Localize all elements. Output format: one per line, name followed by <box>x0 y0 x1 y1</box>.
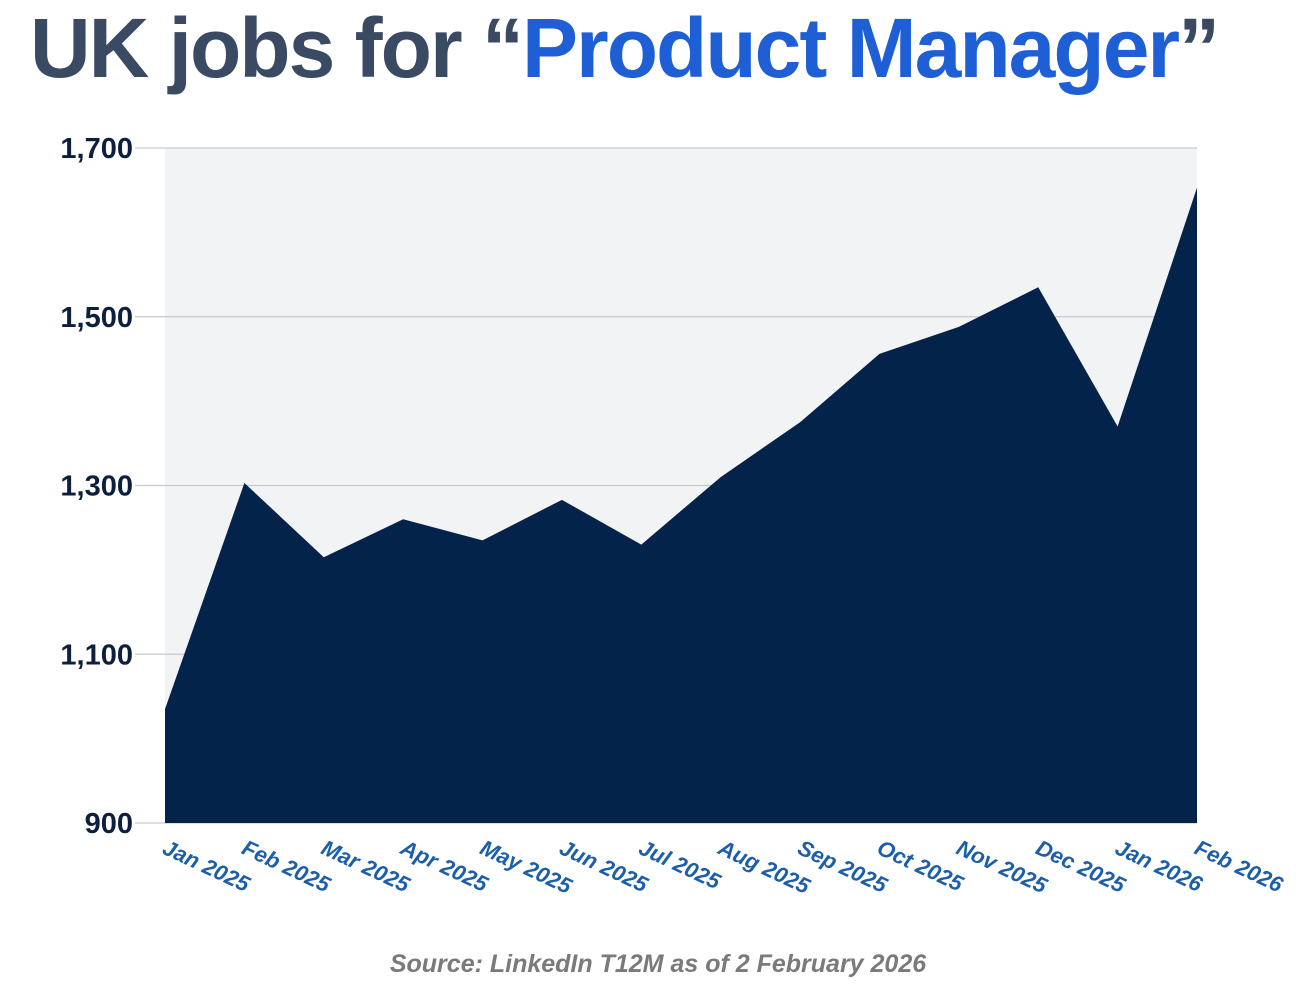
y-tick-label: 1,100 <box>60 639 133 671</box>
title-highlight: Product Manager <box>522 1 1180 95</box>
area-series <box>165 187 1197 823</box>
chart-title: UK jobs for “Product Manager” <box>30 0 1220 99</box>
x-tick-label: Jul 2025 <box>635 835 725 895</box>
x-tick-label: Oct 2025 <box>873 835 967 897</box>
x-tick-label: Feb 2026 <box>1191 835 1288 898</box>
source-note: Source: LinkedIn T12M as of 2 February 2… <box>389 950 927 978</box>
x-tick-label: Dec 2025 <box>1032 835 1130 898</box>
y-tick-label: 1,500 <box>60 302 133 334</box>
y-tick-label: 1,300 <box>60 471 133 503</box>
y-tick-label: 900 <box>85 808 133 840</box>
y-tick-label: 1,700 <box>60 133 133 165</box>
x-tick-label: Jan 2025 <box>159 835 255 897</box>
x-tick-label: Mar 2025 <box>318 835 415 898</box>
x-tick-label: Jan 2026 <box>1112 835 1208 897</box>
x-tick-label: Feb 2025 <box>238 835 335 898</box>
y-axis-ticks: 900 1,100 1,300 1,500 1,700 <box>60 133 133 840</box>
title-suffix: ” <box>1178 1 1220 95</box>
x-tick-label: Jun 2025 <box>556 835 653 898</box>
x-tick-label: Sep 2025 <box>794 835 892 898</box>
x-tick-label: Apr 2025 <box>396 834 492 897</box>
title-prefix: UK jobs for “ <box>30 1 524 95</box>
x-tick-label: Nov 2025 <box>953 835 1052 899</box>
